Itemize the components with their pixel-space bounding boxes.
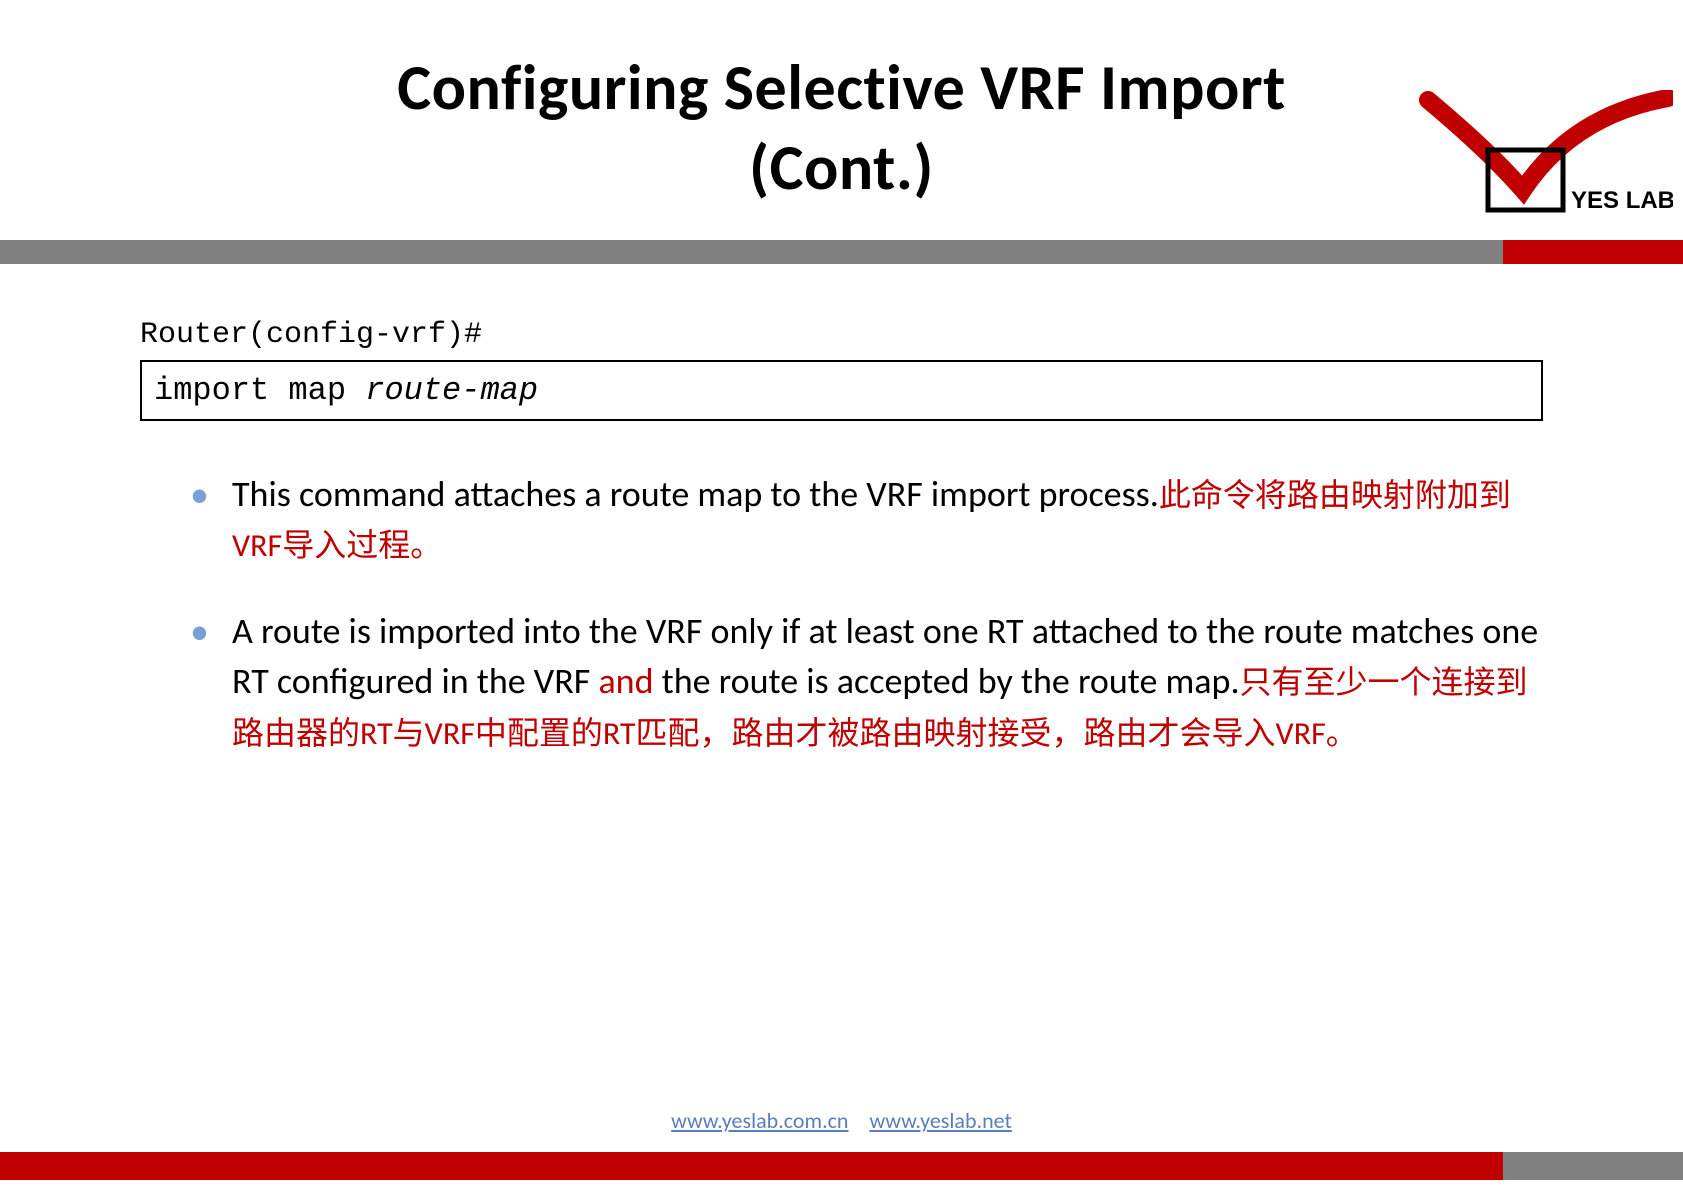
title-line2: (Cont.) [749, 129, 934, 207]
footer-divider [0, 1152, 1683, 1180]
slide: Configuring Selective VRF Import (Cont.)… [0, 0, 1683, 1190]
command-text: import map [154, 372, 346, 409]
cli-prompt: Router(config-vrf)# [140, 318, 1543, 352]
command-argument: route-map [365, 372, 538, 409]
header-bar-red [1503, 240, 1683, 264]
footer-bar-red [0, 1152, 1503, 1180]
logo-text: YES LAB [1571, 187, 1673, 214]
bullet-en: This command attaches a route map to the… [232, 472, 1159, 516]
yeslab-logo: YES LAB [1393, 90, 1673, 220]
header-divider [0, 240, 1683, 264]
footer-bar-gray [1503, 1152, 1683, 1180]
title-line1: Configuring Selective VRF Import [397, 49, 1286, 127]
bullet-item: This command attaches a route map to the… [190, 469, 1543, 570]
footer-links: www.yeslab.com.cn www.yeslab.net [0, 1107, 1683, 1134]
content-area: Router(config-vrf)# import map route-map… [0, 264, 1683, 757]
header-bar-gray [0, 240, 1503, 264]
footer-link-1[interactable]: www.yeslab.com.cn [671, 1107, 848, 1134]
footer-link-2[interactable]: www.yeslab.net [869, 1107, 1011, 1134]
bullet-and: and [598, 659, 653, 703]
command-box: import map route-map [140, 360, 1543, 421]
bullet-item: A route is imported into the VRF only if… [190, 606, 1543, 757]
bullet-en-part2: the route is accepted by the route map. [654, 659, 1240, 703]
bullet-list: This command attaches a route map to the… [140, 469, 1543, 757]
